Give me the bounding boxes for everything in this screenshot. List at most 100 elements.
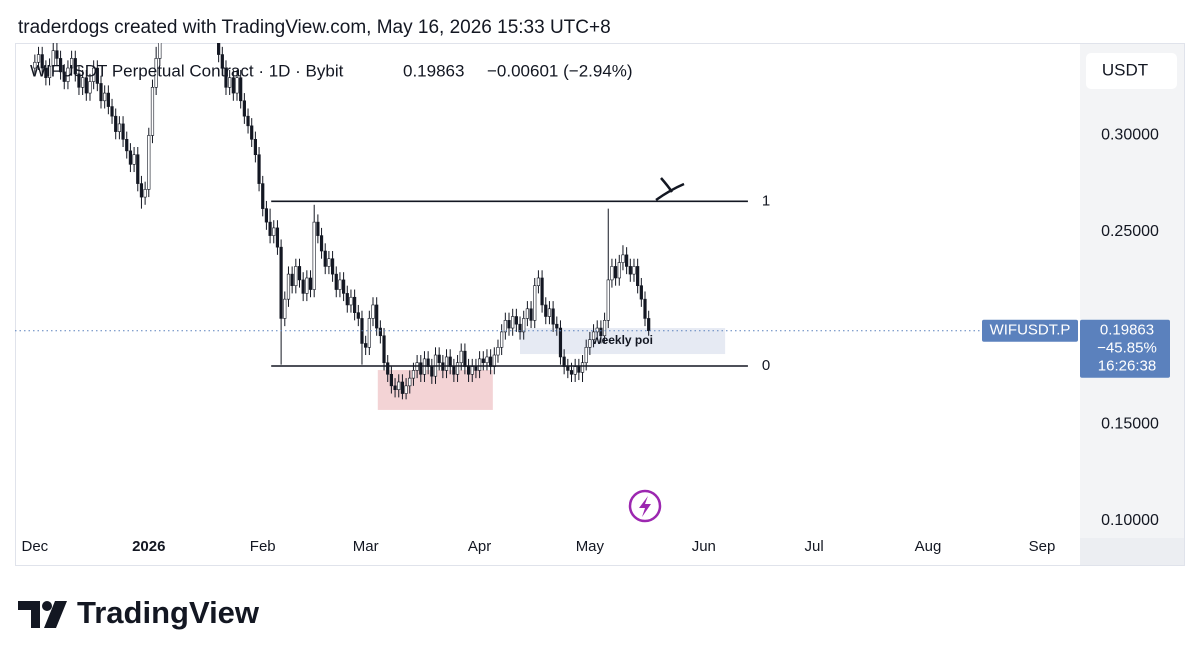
candle-body [110,106,114,117]
candle-body [588,339,592,348]
x-tick-label: Jul [804,538,823,555]
header: traderdogs created with TradingView.com,… [18,17,611,38]
candle-body [95,67,99,84]
candle-body [103,92,107,102]
candle-body [283,298,287,319]
candle-body [551,308,555,325]
axes: 0.10000 0.15000 0.25000 0.30000 Dec 2026 Feb Ma… [22,127,1170,555]
candle-body [533,285,537,321]
candle-body [33,61,37,69]
candle-body [397,381,401,390]
candle-body [235,77,239,94]
y-tick-label: 0.10000 [1101,512,1159,529]
candle-body [577,366,581,373]
candle-body [389,373,393,387]
candle-body [485,356,489,364]
candle-body [496,347,500,356]
candle-body [371,304,375,319]
currency[interactable]: USDT [1102,60,1148,79]
candle-body [514,316,518,325]
candle-body [518,323,522,333]
candle-body [88,81,92,94]
candle-body [73,58,77,75]
candle-body [319,235,324,252]
price-tag [1080,319,1170,378]
level-label: 0 [762,357,770,374]
candle-body [242,100,246,117]
candle-body [562,356,566,367]
candle-body [591,331,596,340]
candle-body [173,0,176,10]
candle-body [268,221,272,236]
candle-body [128,150,133,165]
candle-body [584,347,588,364]
y-tick-label: 0.30000 [1101,127,1159,144]
candle-body [566,366,570,371]
x-tick-label: Dec [22,538,49,555]
x-tick-label: Mar [353,538,379,555]
x-tick-label: 2026 [132,538,165,555]
zone-label: weekly poi [591,333,653,347]
x-tick-label: May [576,538,605,555]
candle-body [294,266,298,286]
candle-body [206,1,209,11]
candle-body [411,370,416,379]
candle-body [529,308,533,321]
chart-title: WIFUSDT Perpetual Contract · 1D · Bybit [30,61,344,80]
candle-body [573,366,577,375]
x-tick-label: Jun [692,538,716,555]
candle-body [117,123,121,132]
candle-body [492,354,496,367]
candle-body [184,0,187,1]
candle-body [62,71,66,82]
candle-body [367,318,371,348]
candle-body [602,320,607,337]
candle-body [448,356,452,367]
candle-body [217,43,221,55]
candle-body [301,279,305,294]
candle-body [400,381,405,394]
candle-body [364,343,368,348]
candle-body [203,0,206,10]
candle-body [378,327,382,337]
candle-body [437,354,441,364]
candle-body [614,266,618,279]
candle-body [639,285,643,300]
candle-body [290,273,294,286]
candle-body [610,266,614,281]
candle-body [544,304,548,317]
price-scale [1080,44,1184,538]
last-price: 0.19863 [403,61,464,80]
candle-body [353,296,357,313]
candle-body [511,316,515,329]
candle-body [257,154,261,184]
candle-body [220,54,224,69]
candle-body [312,221,316,290]
candle-body [114,115,118,132]
candle-body [316,221,320,236]
candle-body [393,385,397,390]
candle-body [188,0,191,1]
candle-body [170,1,173,11]
candle-body [525,308,529,319]
candle-body [540,277,544,306]
candle-body [466,366,471,375]
brand: TradingView [77,595,260,630]
candle-body [279,246,283,319]
candle-body [106,92,110,107]
candle-body [636,266,640,286]
currency-button[interactable] [1086,53,1177,89]
candle-body [36,54,41,63]
candle-body [125,139,129,152]
candle-body [143,189,147,198]
candle-body [44,67,48,78]
candle-body [632,266,636,275]
candle-body [136,154,140,184]
chart-frame [15,43,1185,566]
candle-body [99,83,103,102]
candle-body [342,279,346,294]
x-tick-label: Aug [915,538,942,555]
candle-body [375,304,379,329]
candle-body [386,362,390,375]
candle-body [92,67,96,82]
